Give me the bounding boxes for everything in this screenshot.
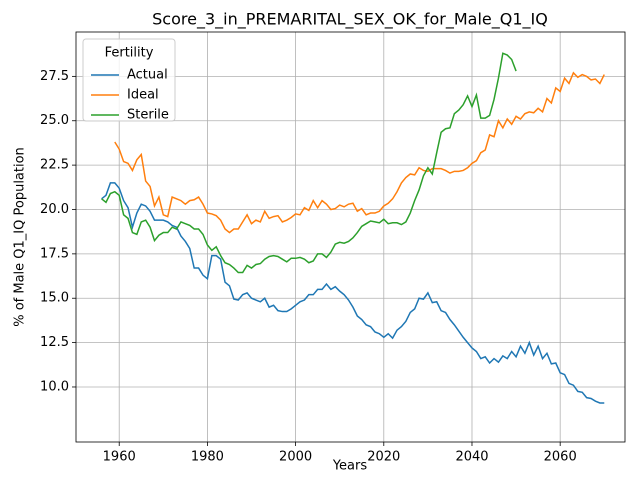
line [101,52,517,274]
y-tick-label: 15.0 [40,291,69,306]
x-tick-label: 1980 [191,450,224,465]
y-axis-label: % of Male Q1_IQ Population [13,147,28,327]
line [114,71,605,234]
legend-box [82,38,176,122]
y-tick-label: 22.5 [40,158,69,173]
legend: Fertility Actual Ideal Sterile [82,38,176,123]
plot-frame [75,31,626,443]
x-axis-label: Years [332,459,368,474]
x-tick-label: 1960 [103,450,136,465]
y-tick-label: 10.0 [40,379,69,394]
chart-title: Score_3_in_PREMARITAL_SEX_OK_for_Male_Q1… [152,10,548,30]
x-tick-label: 2060 [544,450,577,465]
legend-title: Fertility [105,46,154,61]
x-tick-label: 2020 [367,450,400,465]
y-tick-label: 20.0 [40,202,69,217]
line [101,182,605,404]
y-tick-label: 25.0 [40,113,69,128]
x-tick-label: 2000 [279,450,312,465]
legend-label: Ideal [127,88,159,103]
y-tick-label: 12.5 [40,335,69,350]
y-tick-label: 27.5 [40,69,69,84]
y-tick-label: 17.5 [40,246,69,261]
legend-label: Actual [127,68,168,83]
x-tick-label: 2040 [455,450,488,465]
legend-label: Sterile [127,108,169,123]
